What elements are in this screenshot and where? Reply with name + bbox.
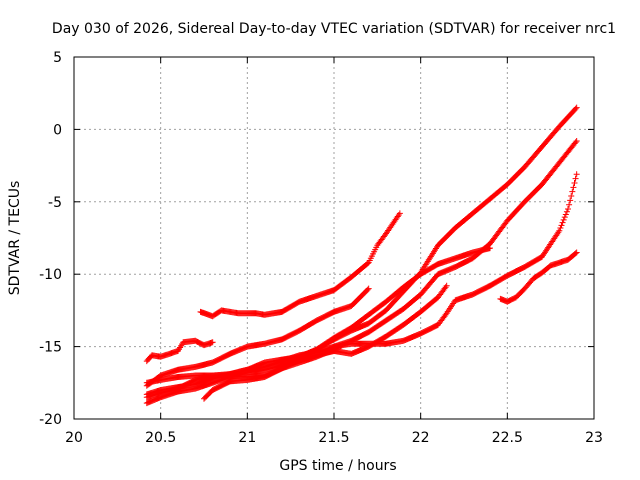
data-point <box>559 219 566 226</box>
y-tick-label: 0 <box>53 122 62 138</box>
y-tick-label: -5 <box>48 195 62 211</box>
series-s3 <box>143 285 372 389</box>
axis-ticks: 20 20.5 21 21.5 22 22.5 23 -20 -15 -10 -5 0 5 <box>39 50 603 446</box>
x-axis-label: GPS time / hours <box>279 458 396 474</box>
series-s1 <box>143 337 216 365</box>
data-point <box>572 139 579 146</box>
x-tick-label: 22.5 <box>492 430 523 446</box>
data-point <box>573 171 580 178</box>
y-tick-label: 5 <box>53 50 62 66</box>
chart-title: Day 030 of 2026, Sidereal Day-to-day VTE… <box>52 21 616 37</box>
series-s8 <box>143 282 450 386</box>
data-point <box>573 104 580 111</box>
y-tick-label: -10 <box>39 267 62 283</box>
data-point <box>364 260 371 267</box>
y-tick-label: -20 <box>39 412 62 428</box>
series-s9 <box>497 249 580 305</box>
data-point <box>572 105 579 112</box>
x-tick-label: 23 <box>585 430 603 446</box>
data-point <box>558 222 565 229</box>
data-point <box>365 285 372 292</box>
data-point <box>572 250 579 257</box>
data-point <box>566 201 573 208</box>
x-tick-label: 20 <box>65 430 83 446</box>
x-tick-label: 20.5 <box>145 430 176 446</box>
data-point <box>364 286 371 293</box>
x-tick-label: 21 <box>238 430 256 446</box>
data-point <box>568 193 575 200</box>
data-point <box>443 282 450 289</box>
series-s2 <box>197 210 403 320</box>
data-point <box>569 188 576 195</box>
grid-lines <box>74 57 594 419</box>
data-point <box>561 214 568 221</box>
series-s4 <box>143 104 580 398</box>
data-point <box>396 210 403 217</box>
data-point <box>565 206 571 213</box>
x-tick-label: 22 <box>412 430 430 446</box>
data-point <box>562 211 569 218</box>
data-point <box>572 175 579 182</box>
data-point <box>573 137 580 144</box>
data-point <box>560 216 567 223</box>
y-axis-label: SDTVAR / TECUs <box>7 181 23 296</box>
data-point <box>381 232 388 239</box>
data-point <box>557 225 564 232</box>
series-s6 <box>143 137 580 401</box>
data-point <box>571 179 578 186</box>
data-point <box>573 249 580 256</box>
data-point <box>563 208 570 215</box>
data-point <box>442 311 449 318</box>
data-markers <box>143 104 580 407</box>
x-tick-label: 21.5 <box>318 430 349 446</box>
data-point <box>442 284 449 291</box>
data-point <box>570 184 577 191</box>
data-point <box>567 197 574 204</box>
data-point <box>556 227 563 234</box>
data-point <box>209 339 216 346</box>
y-tick-label: -15 <box>39 340 62 356</box>
